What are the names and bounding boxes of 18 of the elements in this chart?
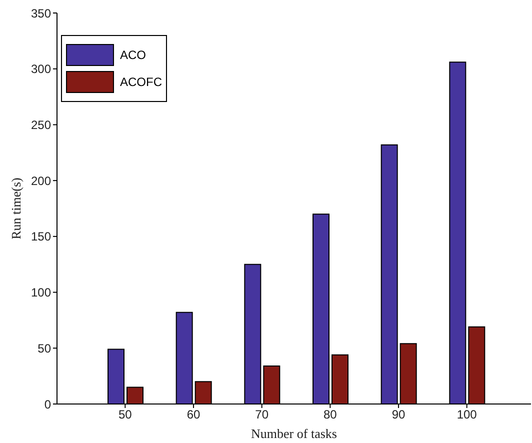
x-tick-label: 90 [392,408,406,422]
legend-label: ACO [120,48,146,62]
x-tick-label: 100 [456,408,478,422]
legend-label: ACOFC [120,75,162,89]
x-tick-label: 80 [323,408,338,422]
y-axis-title: Run time(s) [8,178,24,240]
y-tick-label: 0 [44,397,52,412]
x-tick-label: 60 [186,408,200,422]
y-tick-label: 200 [30,174,52,188]
y-tick-label: 100 [30,286,52,300]
y-tick-label: 150 [30,230,52,244]
y-tick-label: 50 [38,341,52,356]
y-tick-label: 300 [30,62,52,76]
y-tick-label: 350 [30,6,52,20]
y-tick-label: 250 [30,118,52,132]
x-tick-label: 50 [118,408,132,422]
x-axis-title: Number of tasks [251,426,337,441]
x-tick-label: 70 [255,408,269,422]
